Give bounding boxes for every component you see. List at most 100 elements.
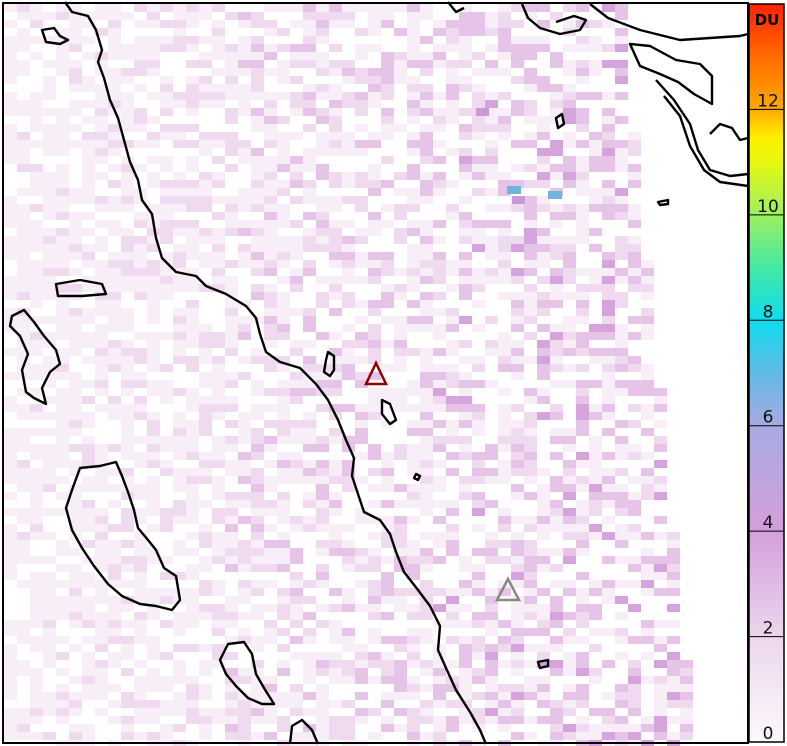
so2-pixel [524, 228, 537, 236]
so2-pixel [472, 524, 485, 532]
so2-pixel [576, 116, 589, 124]
so2-pixel [108, 484, 121, 492]
so2-pixel [30, 348, 43, 356]
so2-pixel [342, 172, 355, 180]
so2-pixel [550, 452, 563, 460]
so2-pixel [615, 140, 628, 148]
so2-pixel [82, 524, 95, 532]
so2-pixel [472, 364, 485, 372]
so2-pixel [30, 604, 43, 612]
so2-pixel [511, 612, 524, 620]
so2-pixel [342, 436, 355, 444]
so2-pixel [446, 340, 459, 348]
so2-pixel [524, 492, 537, 500]
so2-pixel [433, 660, 446, 668]
so2-pixel [628, 316, 641, 324]
so2-pixel [615, 524, 628, 532]
so2-pixel [498, 708, 511, 716]
so2-pixel [407, 724, 420, 732]
so2-pixel [95, 548, 108, 556]
so2-pixel [407, 100, 420, 108]
so2-pixel [381, 252, 394, 260]
so2-pixel [355, 692, 368, 700]
so2-pixel [277, 412, 290, 420]
island-mid-2 [380, 398, 398, 426]
so2-pixel [303, 188, 316, 196]
so2-pixel [550, 660, 563, 668]
so2-pixel [381, 268, 394, 276]
so2-pixel [95, 388, 108, 396]
so2-pixel [251, 268, 264, 276]
so2-pixel [368, 20, 381, 28]
so2-pixel [17, 348, 30, 356]
so2-pixel [225, 436, 238, 444]
so2-pixel [225, 524, 238, 532]
so2-pixel [238, 612, 251, 620]
so2-pixel [602, 372, 615, 380]
so2-pixel [17, 244, 30, 252]
so2-pixel [615, 60, 628, 68]
so2-pixel [459, 388, 472, 396]
so2-pixel [550, 724, 563, 732]
so2-pixel [160, 516, 173, 524]
so2-pixel [43, 172, 56, 180]
so2-pixel [30, 556, 43, 564]
so2-pixel [69, 140, 82, 148]
so2-pixel [251, 604, 264, 612]
so2-pixel [225, 556, 238, 564]
so2-pixel [524, 44, 537, 52]
so2-pixel [17, 580, 30, 588]
so2-pixel [459, 444, 472, 452]
so2-pixel [199, 4, 212, 12]
so2-pixel [394, 348, 407, 356]
so2-pixel [134, 492, 147, 500]
so2-pixel [329, 508, 342, 516]
so2-pixel [56, 316, 69, 324]
so2-pixel [277, 396, 290, 404]
so2-pixel [654, 692, 667, 700]
secondary-volcano-marker[interactable] [494, 576, 522, 602]
so2-pixel [407, 20, 420, 28]
so2-pixel [329, 700, 342, 708]
so2-pixel [316, 580, 329, 588]
so2-pixel [173, 276, 186, 284]
so2-pixel [524, 428, 537, 436]
so2-pixel [225, 732, 238, 740]
so2-pixel [641, 372, 654, 380]
so2-pixel [589, 268, 602, 276]
so2-pixel [498, 700, 511, 708]
so2-pixel [459, 420, 472, 428]
so2-pixel [381, 484, 394, 492]
so2-pixel [199, 412, 212, 420]
so2-pixel [108, 276, 121, 284]
so2-pixel [316, 460, 329, 468]
coastline-right-2 [663, 95, 749, 188]
so2-pixel [186, 76, 199, 84]
so2-pixel [199, 692, 212, 700]
so2-pixel [472, 236, 485, 244]
so2-pixel [407, 652, 420, 660]
so2-pixel [589, 20, 602, 28]
so2-pixel [498, 108, 511, 116]
so2-pixel [316, 212, 329, 220]
so2-pixel [329, 172, 342, 180]
so2-pixel [30, 116, 43, 124]
so2-pixel [537, 276, 550, 284]
so2-pixel [511, 484, 524, 492]
primary-volcano-marker[interactable] [364, 360, 388, 386]
so2-pixel [368, 92, 381, 100]
so2-pixel [316, 52, 329, 60]
so2-pixel [615, 684, 628, 692]
so2-pixel [563, 556, 576, 564]
so2-pixel [342, 4, 355, 12]
so2-pixel [69, 68, 82, 76]
so2-pixel [225, 220, 238, 228]
so2-pixel [186, 12, 199, 20]
so2-pixel [303, 676, 316, 684]
so2-pixel [537, 132, 550, 140]
so2-pixel [355, 652, 368, 660]
so2-pixel [485, 692, 498, 700]
so2-pixel [56, 460, 69, 468]
so2-pixel [576, 108, 589, 116]
so2-pixel [264, 44, 277, 52]
